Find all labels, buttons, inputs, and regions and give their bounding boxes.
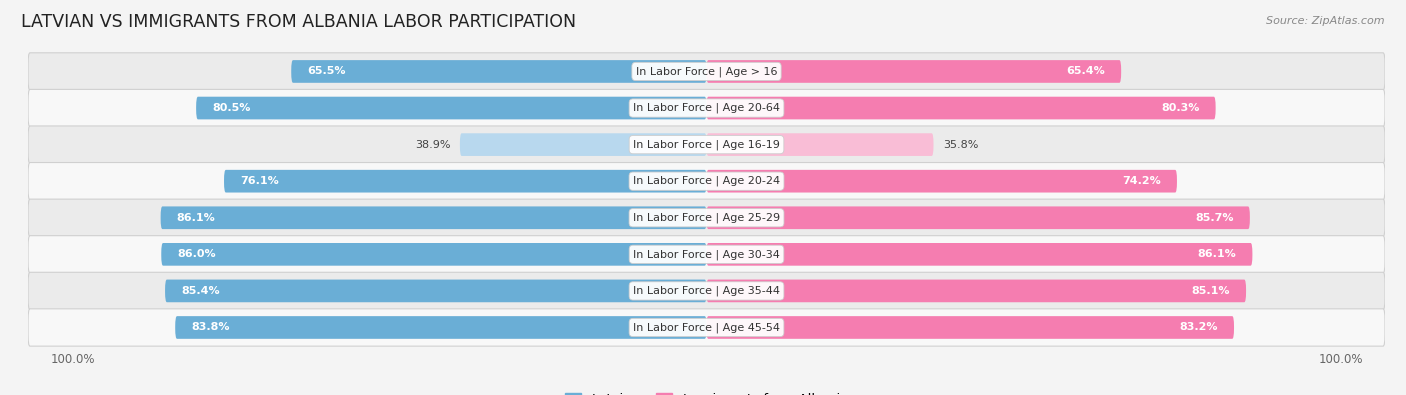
FancyBboxPatch shape bbox=[707, 316, 1234, 339]
Text: 80.3%: 80.3% bbox=[1161, 103, 1199, 113]
FancyBboxPatch shape bbox=[707, 170, 1177, 192]
FancyBboxPatch shape bbox=[707, 60, 1121, 83]
FancyBboxPatch shape bbox=[707, 243, 1253, 266]
FancyBboxPatch shape bbox=[195, 97, 707, 119]
FancyBboxPatch shape bbox=[28, 272, 1385, 310]
Text: In Labor Force | Age 30-34: In Labor Force | Age 30-34 bbox=[633, 249, 780, 260]
Text: 85.4%: 85.4% bbox=[181, 286, 219, 296]
Text: LATVIAN VS IMMIGRANTS FROM ALBANIA LABOR PARTICIPATION: LATVIAN VS IMMIGRANTS FROM ALBANIA LABOR… bbox=[21, 13, 576, 31]
Text: 76.1%: 76.1% bbox=[240, 176, 278, 186]
FancyBboxPatch shape bbox=[707, 280, 1246, 302]
FancyBboxPatch shape bbox=[291, 60, 707, 83]
Text: In Labor Force | Age 20-24: In Labor Force | Age 20-24 bbox=[633, 176, 780, 186]
Text: 85.7%: 85.7% bbox=[1195, 213, 1234, 223]
Text: 65.4%: 65.4% bbox=[1067, 66, 1105, 77]
Legend: Latvian, Immigrants from Albania: Latvian, Immigrants from Albania bbox=[565, 393, 848, 395]
FancyBboxPatch shape bbox=[176, 316, 707, 339]
Text: 86.1%: 86.1% bbox=[1198, 249, 1236, 260]
FancyBboxPatch shape bbox=[28, 53, 1385, 90]
Text: 83.2%: 83.2% bbox=[1180, 322, 1218, 333]
Text: 38.9%: 38.9% bbox=[415, 139, 450, 150]
Text: 65.5%: 65.5% bbox=[307, 66, 346, 77]
FancyBboxPatch shape bbox=[707, 97, 1216, 119]
Text: Source: ZipAtlas.com: Source: ZipAtlas.com bbox=[1267, 16, 1385, 26]
Text: 74.2%: 74.2% bbox=[1122, 176, 1161, 186]
FancyBboxPatch shape bbox=[224, 170, 707, 192]
Text: 86.1%: 86.1% bbox=[177, 213, 215, 223]
Text: 86.0%: 86.0% bbox=[177, 249, 215, 260]
Text: In Labor Force | Age 45-54: In Labor Force | Age 45-54 bbox=[633, 322, 780, 333]
FancyBboxPatch shape bbox=[160, 207, 707, 229]
Text: 85.1%: 85.1% bbox=[1192, 286, 1230, 296]
Text: In Labor Force | Age 16-19: In Labor Force | Age 16-19 bbox=[633, 139, 780, 150]
FancyBboxPatch shape bbox=[28, 236, 1385, 273]
FancyBboxPatch shape bbox=[707, 207, 1250, 229]
FancyBboxPatch shape bbox=[460, 133, 707, 156]
FancyBboxPatch shape bbox=[28, 199, 1385, 237]
FancyBboxPatch shape bbox=[28, 126, 1385, 163]
Text: In Labor Force | Age 35-44: In Labor Force | Age 35-44 bbox=[633, 286, 780, 296]
FancyBboxPatch shape bbox=[28, 309, 1385, 346]
Text: In Labor Force | Age 20-64: In Labor Force | Age 20-64 bbox=[633, 103, 780, 113]
Text: 80.5%: 80.5% bbox=[212, 103, 250, 113]
FancyBboxPatch shape bbox=[165, 280, 707, 302]
FancyBboxPatch shape bbox=[162, 243, 707, 266]
FancyBboxPatch shape bbox=[28, 89, 1385, 127]
Text: In Labor Force | Age > 16: In Labor Force | Age > 16 bbox=[636, 66, 778, 77]
Text: 35.8%: 35.8% bbox=[943, 139, 979, 150]
Text: 83.8%: 83.8% bbox=[191, 322, 229, 333]
FancyBboxPatch shape bbox=[28, 162, 1385, 200]
Text: In Labor Force | Age 25-29: In Labor Force | Age 25-29 bbox=[633, 213, 780, 223]
FancyBboxPatch shape bbox=[707, 133, 934, 156]
